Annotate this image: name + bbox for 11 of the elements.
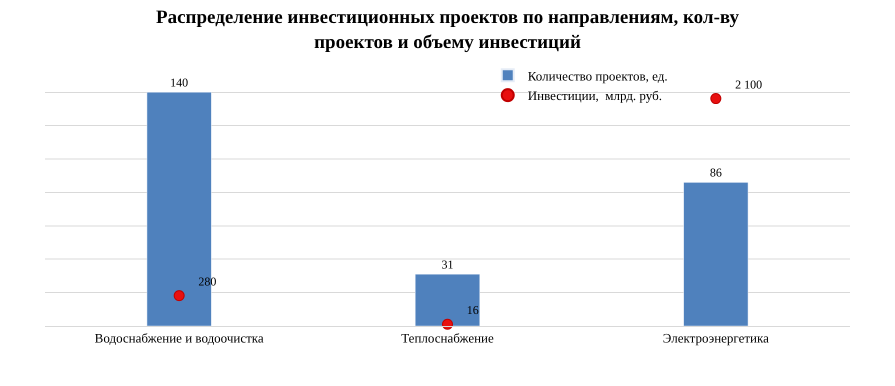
legend-label: Количество проектов, ед. [528,68,668,84]
data-label: 31 [442,257,454,272]
data-label: 140 [170,75,188,90]
data-label: 16 [454,303,479,318]
x-tick-label: Водоснабжение и водоочистка [94,330,264,346]
data-label: 86 [710,165,722,180]
chart-title: Распределение инвестиционных проектов по направлениям, кол-ву проектов и объему инвестиций [156,7,740,53]
legend-label: Инвестиции, млрд. руб. [528,88,662,104]
x-tick-label: Теплоснабжение [401,330,494,346]
x-tick-label: Электроэнергетика [662,330,770,346]
data-label: 2 100 [723,77,762,92]
